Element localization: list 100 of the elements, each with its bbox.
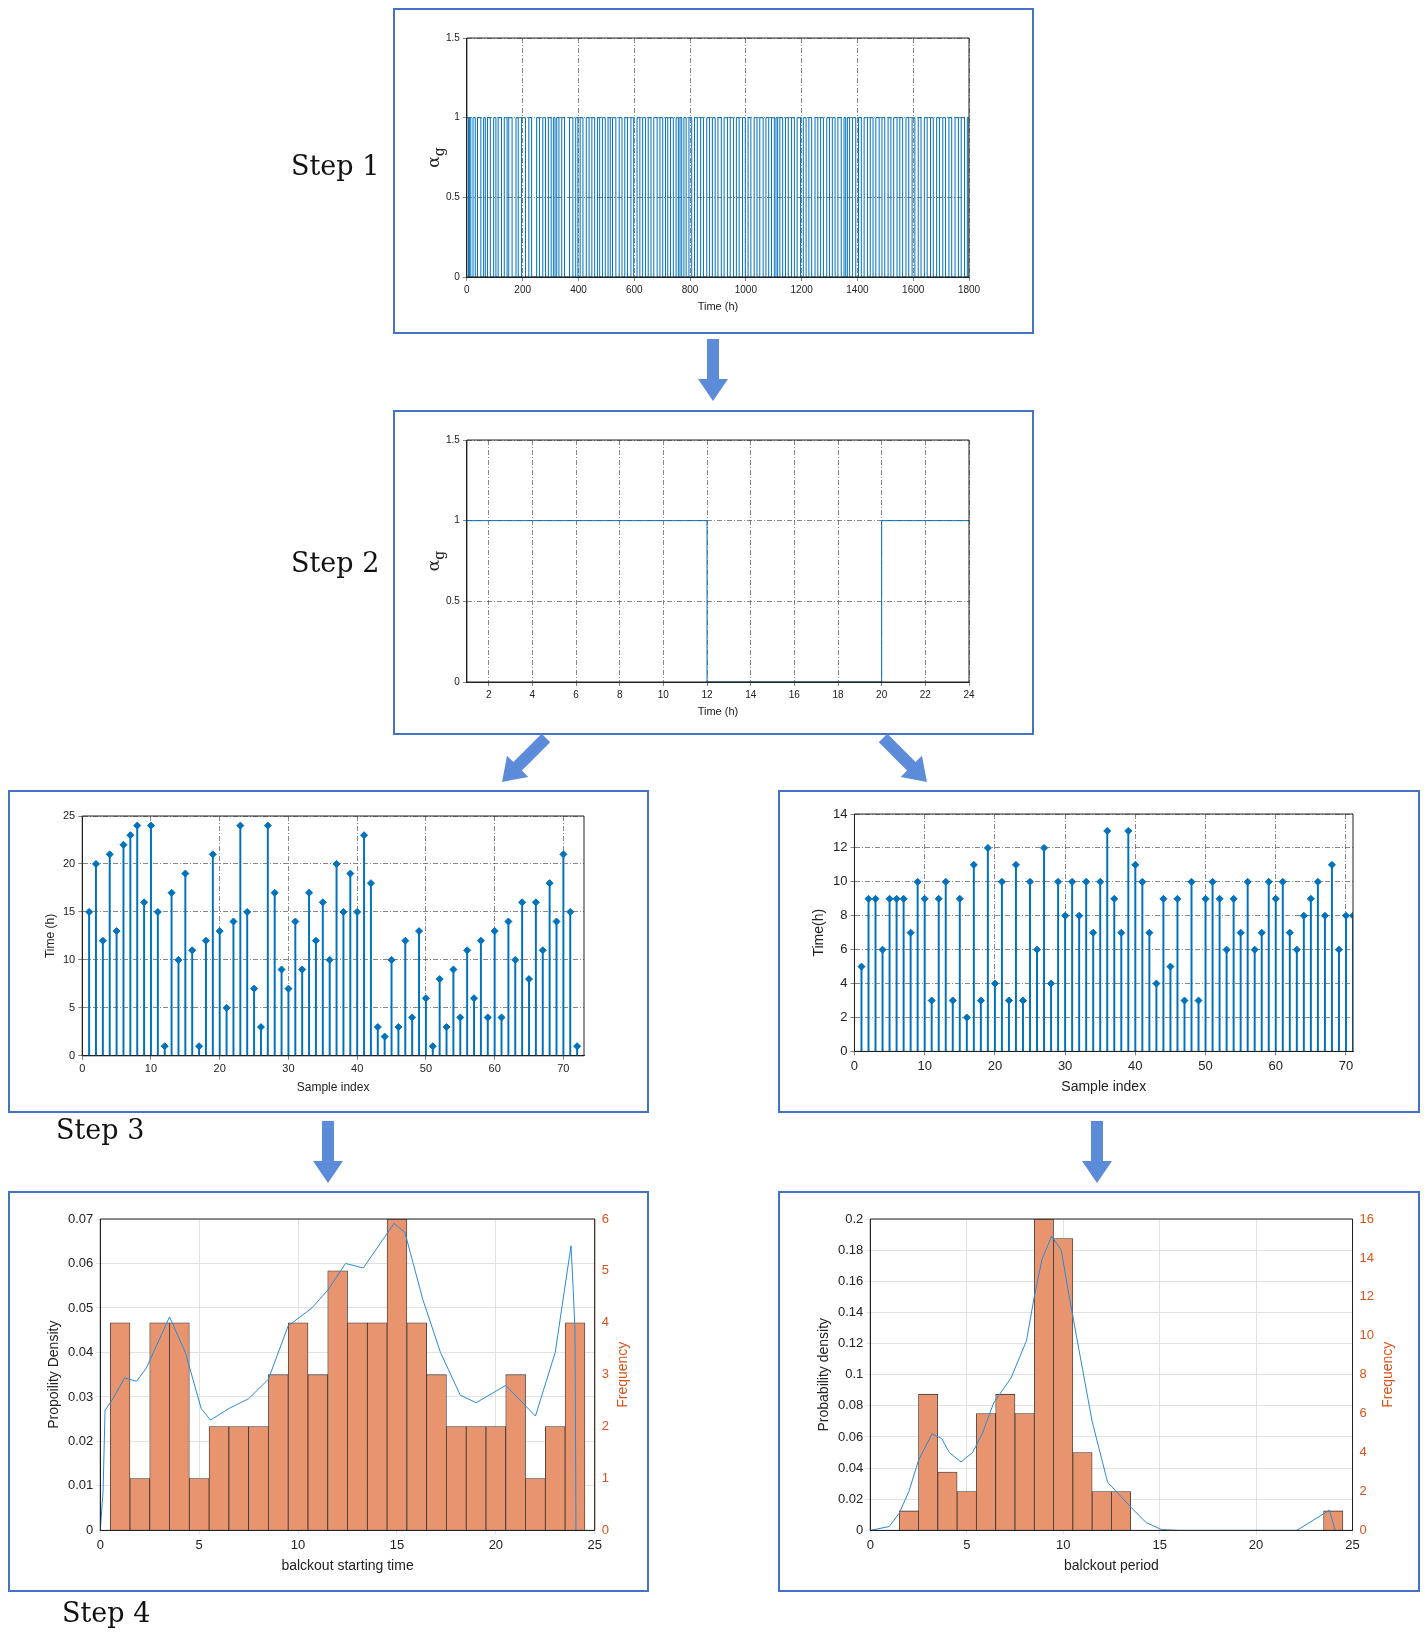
y-axis-title: Time (h)	[42, 913, 57, 959]
text: Step 2	[291, 547, 380, 578]
y-tick-label: 12	[832, 839, 848, 855]
y2-axis-title: Frequency	[1379, 1341, 1396, 1408]
x-tick-label: 6	[573, 688, 580, 700]
y-tick-label: 0.5	[446, 191, 461, 203]
y-tick-label: 2	[840, 1009, 848, 1025]
x-tick-label: 0	[96, 1536, 104, 1552]
x-tick-label: 200	[514, 283, 532, 295]
x-tick-label: 70	[557, 1062, 570, 1075]
y-tick-label: 0	[86, 1521, 94, 1537]
x-axis-title: Sample index	[296, 1079, 370, 1094]
x-tick-label: 1800	[957, 283, 981, 295]
y2-tick-label: 5	[601, 1262, 609, 1278]
x-tick-label: 20	[213, 1062, 226, 1075]
text: Step 1	[291, 150, 380, 181]
x-tick-label: 8	[616, 688, 623, 700]
y2-tick-label: 3	[601, 1366, 609, 1382]
x-tick-label: 25	[587, 1536, 602, 1552]
x-tick-label: 10	[917, 1057, 932, 1073]
y-tick-label: 0	[454, 270, 461, 282]
y-axis-title: Time(h)	[809, 908, 826, 957]
x-tick-label: 1600	[902, 283, 925, 295]
y-tick-label: 0	[856, 1521, 864, 1537]
x-tick-label: 10	[657, 688, 670, 700]
y2-tick-label: 10	[1359, 1327, 1375, 1343]
x-tick-label: 12	[701, 688, 714, 700]
x-tick-label: 15	[389, 1536, 405, 1552]
x-tick-label: 2	[485, 688, 492, 700]
y-tick-label: 10	[62, 952, 76, 965]
x-tick-label: 50	[419, 1062, 433, 1075]
y-tick-label: 0	[840, 1042, 848, 1058]
x-tick-label: 20	[876, 688, 888, 700]
y-tick-label: 1	[454, 111, 461, 123]
x-tick-label: 0	[464, 283, 471, 295]
y-tick-label: 6	[840, 941, 848, 957]
y-tick-label: 0.16	[837, 1272, 864, 1288]
y2-tick-label: 0	[601, 1521, 609, 1537]
x-tick-label: 10	[144, 1062, 158, 1075]
x-axis-title: balckout period	[1063, 1556, 1159, 1573]
y-tick-label: 0.5	[446, 595, 461, 607]
y2-tick-label: 2	[1359, 1483, 1367, 1499]
y-tick-label: 15	[62, 904, 76, 917]
y-tick-label: 0.07	[67, 1210, 94, 1226]
x-tick-label: 600	[625, 283, 644, 295]
x-axis-title: Time (h)	[697, 704, 739, 717]
text: Step 3	[56, 1114, 145, 1145]
x-tick-label: 70	[1338, 1057, 1354, 1073]
x-tick-label: 40	[351, 1062, 364, 1075]
x-tick-label: 60	[488, 1062, 501, 1075]
y-tick-label: 0.14	[837, 1304, 864, 1319]
y2-tick-label: 6	[601, 1210, 609, 1226]
x-tick-label: 50	[1198, 1057, 1213, 1073]
x-tick-label: 20	[488, 1536, 504, 1552]
y-tick-label: 0.02	[67, 1433, 94, 1449]
y-tick-label: 0.1	[845, 1366, 864, 1382]
y-tick-label: 1.5	[446, 433, 461, 445]
x-tick-label: 15	[1152, 1536, 1167, 1552]
y-tick-label: 0.03	[67, 1388, 94, 1404]
y2-tick-label: 1	[601, 1470, 609, 1486]
y-tick-label: 5	[69, 1000, 76, 1013]
y-axis-title: Probability density	[814, 1317, 831, 1432]
x-tick-label: 4	[529, 688, 536, 700]
y-tick-label: 0.01	[67, 1477, 94, 1493]
y-tick-label: 0	[69, 1048, 76, 1061]
x-tick-label: 400	[570, 283, 588, 295]
x-tick-label: 10	[1055, 1536, 1071, 1552]
y-tick-label: 10	[832, 873, 848, 889]
x-tick-label: 1200	[790, 283, 814, 295]
y-axis-title: Propoility Density	[44, 1320, 61, 1429]
x-tick-label: 24	[963, 688, 975, 700]
y2-tick-label: 4	[601, 1314, 609, 1330]
y-tick-label: 0.18	[837, 1241, 864, 1257]
x-tick-label: 20	[987, 1057, 1003, 1073]
x-tick-label: 60	[1268, 1057, 1283, 1073]
y-tick-label: 25	[62, 809, 76, 822]
y-axis-title: αg	[422, 147, 447, 168]
y-tick-label: 0.04	[837, 1459, 864, 1475]
x-tick-label: 40	[1128, 1057, 1143, 1073]
x-tick-label: 10	[290, 1536, 306, 1552]
x-tick-label: 30	[1057, 1057, 1073, 1073]
x-tick-label: 22	[919, 688, 932, 700]
text: Step 4	[62, 1597, 151, 1628]
y2-axis-title: Frequency	[614, 1341, 631, 1408]
y-tick-label: 1	[454, 514, 461, 526]
y-tick-label: 0.2	[845, 1210, 864, 1226]
y-tick-label: 0.02	[837, 1490, 864, 1506]
x-tick-label: 1400	[846, 283, 869, 295]
y-tick-label: 1.5	[446, 31, 461, 43]
y-tick-label: 0.06	[837, 1428, 864, 1444]
x-tick-label: 30	[282, 1062, 295, 1075]
y-tick-label: 14	[832, 805, 848, 821]
y-tick-label: 20	[62, 856, 76, 869]
y2-tick-label: 6	[1359, 1405, 1367, 1421]
x-tick-label: 1000	[734, 283, 758, 295]
x-tick-label: 800	[681, 283, 699, 295]
x-tick-label: 25	[1345, 1536, 1360, 1552]
y2-tick-label: 16	[1359, 1210, 1375, 1226]
y-tick-label: 0.08	[837, 1397, 864, 1413]
x-tick-label: 20	[1248, 1536, 1264, 1552]
